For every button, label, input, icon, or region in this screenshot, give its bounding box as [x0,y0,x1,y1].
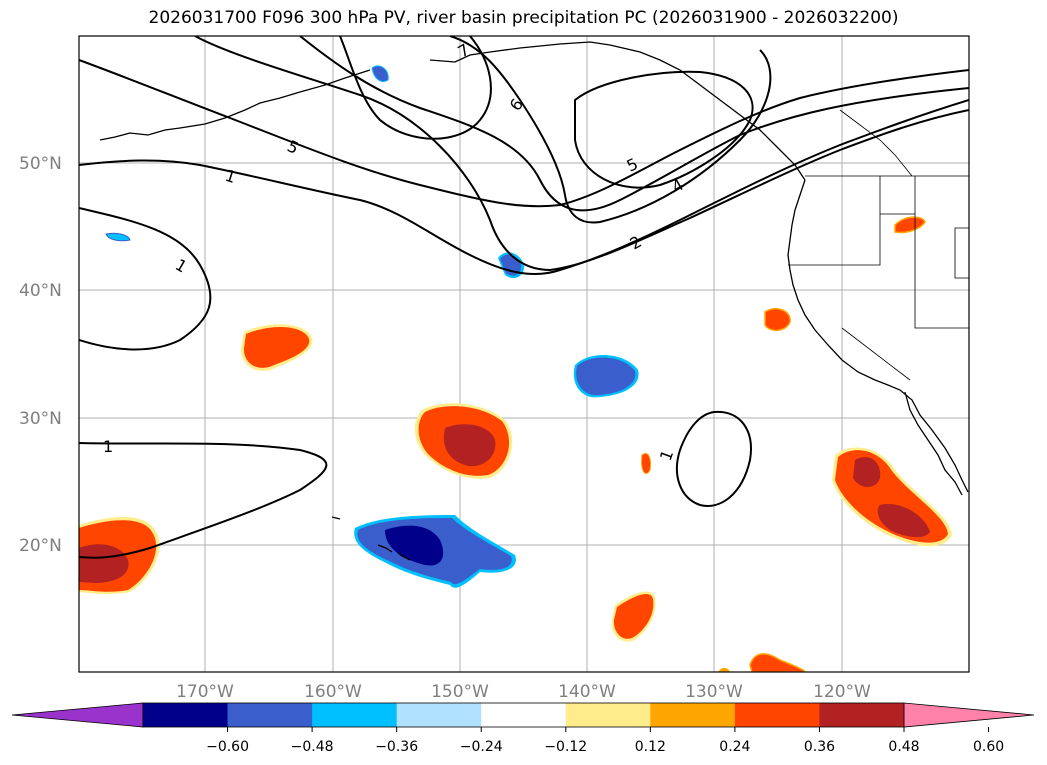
colorbar-tick-label: 0.24 [719,739,750,755]
lon-label: 130°W [685,682,743,702]
map-frame [78,35,970,673]
political-borders [788,109,969,381]
colorbar-segment [227,703,313,727]
coastlines [99,41,969,561]
colorbar-tick-label: 0.48 [888,739,919,755]
colorbar-tick-label: −0.36 [375,739,418,755]
colorbar-tick-label: −0.24 [460,739,503,755]
colorbar-tick-label: 0.60 [973,739,1004,755]
lon-label: 150°W [431,682,489,702]
colorbar-tick-label: −0.12 [544,739,587,755]
lat-label: 20°N [19,536,62,556]
colorbar-extend-low [11,702,144,728]
lon-label: 160°W [304,682,362,702]
longitude-labels: 170°W 160°W 150°W 140°W 130°W 120°W [176,682,871,702]
colorbar-segment [734,703,820,727]
lon-label: 170°W [176,682,234,702]
lat-label: 50°N [19,154,62,174]
colorbar-extend-high [903,702,1035,728]
colorbar-tick-label: 0.36 [804,739,835,755]
colorbar-tick-label: −0.48 [291,739,334,755]
lon-label: 140°W [558,682,616,702]
colorbar-tick-label: 0.12 [635,739,666,755]
colorbar-segment [396,703,482,727]
colorbar-segment [565,703,651,727]
contour-label: 1 [103,437,113,456]
colorbar-segment [650,703,736,727]
map-area [79,36,969,672]
latitude-labels: 50°N 40°N 30°N 20°N [19,154,62,556]
colorbar-segment [819,703,905,727]
lat-label: 40°N [19,281,62,301]
colorbar-tick-label: −0.60 [206,739,249,755]
lat-label: 30°N [19,409,62,429]
colorbar-segment [143,703,229,727]
pv-contours [79,36,969,559]
lon-label: 120°W [813,682,871,702]
colorbar-segment [312,703,398,727]
map-title: 2026031700 F096 300 hPa PV, river basin … [148,8,899,28]
colorbar: −0.60 −0.48 −0.36 −0.24 −0.12 0.12 0.24 0.36 0.4… [11,702,1035,755]
colorbar-segment [481,703,567,727]
precip-negative-areas [105,65,639,588]
